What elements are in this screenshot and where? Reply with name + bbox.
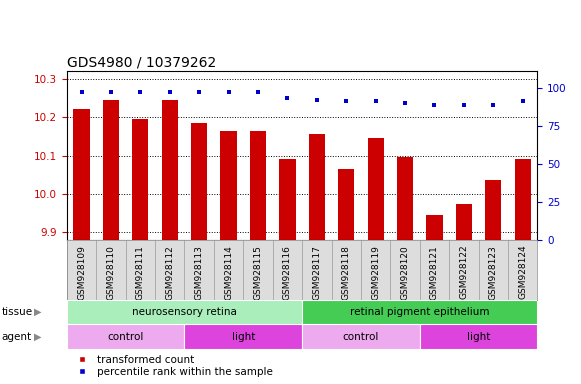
Bar xyxy=(456,204,472,240)
Bar xyxy=(191,123,207,240)
Text: agent: agent xyxy=(2,332,32,342)
Text: light: light xyxy=(232,332,255,342)
Text: control: control xyxy=(107,332,144,342)
Bar xyxy=(67,300,302,324)
Text: GSM928113: GSM928113 xyxy=(195,245,204,300)
Bar xyxy=(279,159,296,240)
Bar xyxy=(162,100,178,240)
Legend: transformed count, percentile rank within the sample: transformed count, percentile rank withi… xyxy=(72,355,273,377)
Bar xyxy=(221,131,236,240)
Bar xyxy=(73,109,89,240)
Bar xyxy=(485,180,501,240)
Text: GSM928119: GSM928119 xyxy=(371,245,380,300)
Text: GSM928114: GSM928114 xyxy=(224,245,233,300)
Text: GSM928116: GSM928116 xyxy=(283,245,292,300)
Text: ▶: ▶ xyxy=(34,332,41,342)
Text: light: light xyxy=(467,332,490,342)
Bar xyxy=(338,169,354,240)
Text: GSM928123: GSM928123 xyxy=(489,245,498,300)
Text: retinal pigment epithelium: retinal pigment epithelium xyxy=(350,307,490,317)
Text: GSM928124: GSM928124 xyxy=(518,245,527,300)
Bar xyxy=(103,100,119,240)
Text: GSM928117: GSM928117 xyxy=(313,245,321,300)
Bar xyxy=(420,324,537,349)
Bar xyxy=(250,131,266,240)
Bar xyxy=(67,324,185,349)
Text: GSM928122: GSM928122 xyxy=(460,245,468,300)
Text: GSM928110: GSM928110 xyxy=(106,245,116,300)
Bar xyxy=(132,119,148,240)
Text: GSM928109: GSM928109 xyxy=(77,245,86,300)
Bar xyxy=(302,324,420,349)
Text: GDS4980 / 10379262: GDS4980 / 10379262 xyxy=(67,55,216,69)
Text: GSM928120: GSM928120 xyxy=(400,245,410,300)
Bar xyxy=(397,157,413,240)
Text: ▶: ▶ xyxy=(34,307,41,317)
Bar xyxy=(185,324,302,349)
Bar xyxy=(426,215,443,240)
Text: neurosensory retina: neurosensory retina xyxy=(132,307,237,317)
Text: control: control xyxy=(343,332,379,342)
Bar xyxy=(368,138,383,240)
Text: GSM928112: GSM928112 xyxy=(165,245,174,300)
Text: GSM928111: GSM928111 xyxy=(136,245,145,300)
Bar xyxy=(302,300,537,324)
Bar xyxy=(515,159,531,240)
Text: GSM928121: GSM928121 xyxy=(430,245,439,300)
Text: GSM928118: GSM928118 xyxy=(342,245,351,300)
Text: tissue: tissue xyxy=(2,307,33,317)
Bar xyxy=(309,134,325,240)
Text: GSM928115: GSM928115 xyxy=(253,245,263,300)
